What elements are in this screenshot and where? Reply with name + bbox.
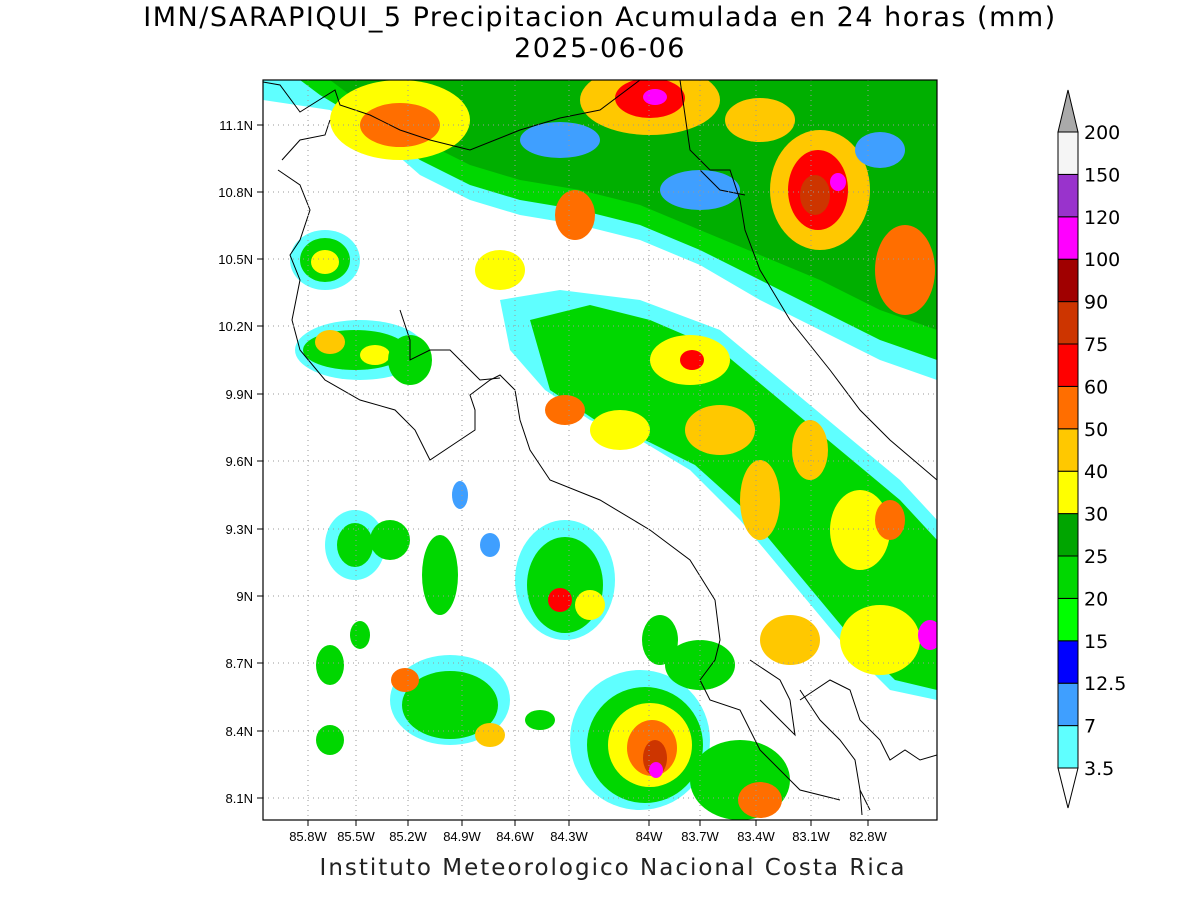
colorbar-level-label: 15 <box>1084 631 1108 653</box>
colorbar-level-label: 12.5 <box>1084 673 1126 695</box>
lon-tick-label: 84.3W <box>550 829 588 844</box>
axes: 85.8W 85.5W 85.2W 84.9W 84.6W 84.3W 84W 83.7W 83… <box>218 118 887 844</box>
lon-tick-label: 85.2W <box>389 829 427 844</box>
lon-tick-label: 82.8W <box>849 829 887 844</box>
lat-tick-label: 8.4N <box>226 724 253 739</box>
lon-tick-label: 83.1W <box>792 829 830 844</box>
lon-tick-label: 84.6W <box>496 829 534 844</box>
colorbar-level-label: 90 <box>1084 292 1108 314</box>
lon-tick-label: 83.7W <box>681 829 719 844</box>
lat-tick-label: 10.8N <box>218 185 253 200</box>
lon-tick-label: 85.8W <box>289 829 327 844</box>
coastline-borders <box>263 80 937 816</box>
lon-tick-label: 84.9W <box>443 829 481 844</box>
plot-frame <box>262 79 938 821</box>
colorbar-level-label: 150 <box>1084 164 1120 186</box>
colorbar-level-label: 60 <box>1084 376 1108 398</box>
colorbar: 3.5 7 12.5 15 20 25 30 40 50 60 75 90 100 120 150 200 <box>1057 89 1126 809</box>
map-title: IMN/SARAPIQUI_5 Precipitacion Acumulada … <box>143 2 1057 33</box>
colorbar-swatch <box>1057 131 1079 175</box>
colorbar-swatch <box>1057 470 1079 515</box>
colorbar-level-label: 3.5 <box>1084 758 1114 780</box>
colorbar-swatch <box>1057 301 1079 345</box>
colorbar-swatch <box>1057 682 1079 727</box>
colorbar-level-label: 100 <box>1084 249 1120 271</box>
colorbar-swatch <box>1057 173 1079 218</box>
colorbar-below-arrow <box>1057 767 1079 809</box>
lon-tick-label: 85.5W <box>337 829 375 844</box>
footer-credit: Instituto Meteorologico Nacional Costa R… <box>319 855 907 881</box>
colorbar-swatch <box>1057 597 1079 642</box>
lat-tick-label: 11.1N <box>219 118 253 133</box>
colorbar-level-label: 75 <box>1084 334 1108 356</box>
colorbar-level-label: 7 <box>1084 716 1096 738</box>
colorbar-level-label: 30 <box>1084 504 1108 526</box>
colorbar-level-label: 50 <box>1084 419 1108 441</box>
colorbar-level-label: 120 <box>1084 207 1120 229</box>
map-date: 2025-06-06 <box>514 33 686 64</box>
rain-cells-pacific <box>316 481 790 820</box>
colorbar-level-label: 25 <box>1084 546 1108 568</box>
colorbar-level-label: 20 <box>1084 588 1108 610</box>
colorbar-level-label: 40 <box>1084 461 1108 483</box>
lat-tick-label: 9N <box>236 589 253 604</box>
lat-tick-label: 9.6N <box>226 454 253 469</box>
lat-tick-label: 10.5N <box>218 252 253 267</box>
colorbar-swatch <box>1057 343 1079 387</box>
lat-tick-label: 9.9N <box>226 387 253 402</box>
lon-tick-label: 83.4W <box>737 829 775 844</box>
colorbar-swatch <box>1057 725 1079 769</box>
rain-band-north <box>263 80 937 380</box>
lat-tick-label: 8.7N <box>226 656 253 671</box>
lat-tick-label: 8.1N <box>226 791 253 806</box>
colorbar-above-arrow <box>1057 89 1079 133</box>
lat-tick-label: 10.2N <box>218 319 253 334</box>
colorbar-swatch <box>1057 640 1079 684</box>
colorbar-swatch <box>1057 555 1079 599</box>
lon-tick-label: 84W <box>636 829 663 844</box>
rain-band-central <box>500 290 937 700</box>
graticule <box>263 80 937 820</box>
colorbar-swatch <box>1057 428 1079 472</box>
precipitation-field <box>263 80 937 820</box>
colorbar-level-label: 200 <box>1084 122 1120 144</box>
colorbar-swatch <box>1057 258 1079 303</box>
colorbar-swatch <box>1057 216 1079 260</box>
colorbar-swatch <box>1057 513 1079 557</box>
lat-tick-label: 9.3N <box>226 522 253 537</box>
colorbar-swatch <box>1057 385 1079 430</box>
